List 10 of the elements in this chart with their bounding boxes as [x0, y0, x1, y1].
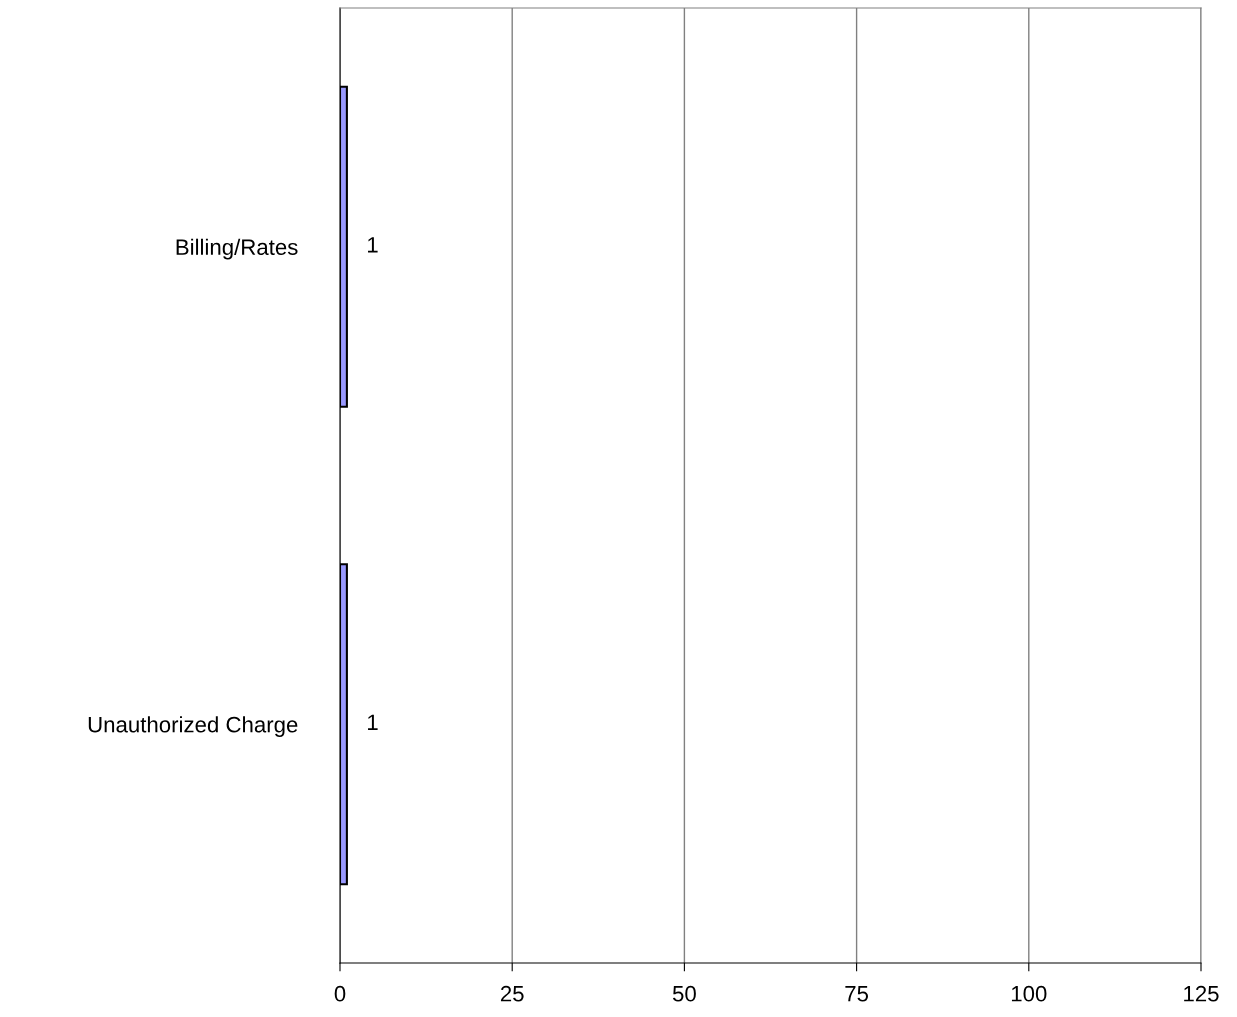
x-tick-label: 100 — [1011, 985, 1047, 1002]
data-label: 1 — [368, 714, 378, 730]
y-tick-label: Billing/Rates — [176, 238, 298, 260]
y-tick-label: Unauthorized Charge — [88, 716, 298, 737]
x-tick-label: 50 — [672, 985, 696, 1002]
x-tick-label: 25 — [500, 985, 524, 1002]
data-label: 1 — [368, 237, 378, 253]
x-tick-label: 75 — [845, 986, 869, 1002]
x-tick-label: 125 — [1184, 985, 1219, 1002]
x-tick-label: 0 — [334, 985, 346, 1002]
